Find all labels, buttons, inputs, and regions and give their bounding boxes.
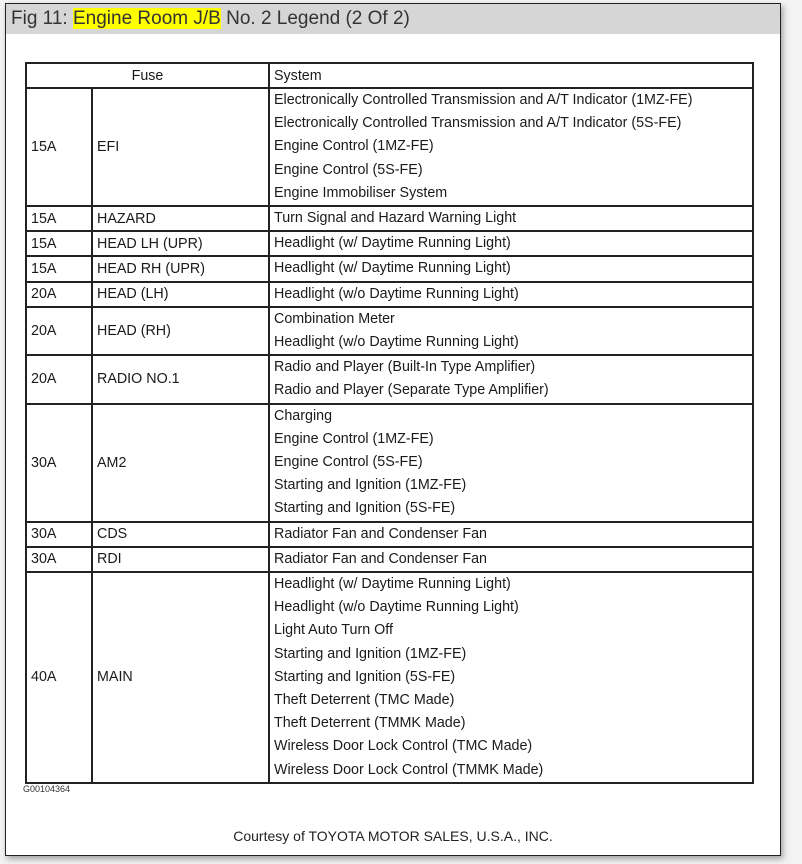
table-header-row: Fuse System — [25, 62, 754, 89]
system-item: Wireless Door Lock Control (TMC Made) — [274, 738, 533, 755]
courtesy-note: Courtesy of TOYOTA MOTOR SALES, U.S.A., … — [233, 828, 553, 844]
fuse-name: RADIO NO.1 — [91, 354, 270, 405]
fuse-amperage: 30A — [25, 402, 93, 523]
system-item: Radio and Player (Built-In Type Amplifie… — [274, 359, 536, 376]
fuse-amperage: 20A — [25, 305, 93, 357]
header-fuse: Fuse — [25, 62, 270, 89]
system-cell: Radiator Fan and Condenser Fan — [268, 545, 754, 574]
table-row: 15A HEAD LH (UPR) Headlight (w/ Daytime Ru… — [25, 230, 754, 258]
system-item: Starting and Ignition (1MZ-FE) — [274, 645, 467, 662]
fuse-name: HAZARD — [91, 205, 270, 233]
title-prefix: Fig 11: — [11, 8, 73, 29]
fuse-name: HEAD RH (UPR) — [91, 255, 270, 283]
system-cell: Combination Meter Headlight (w/o Daytime … — [268, 305, 754, 357]
fuse-amperage: 40A — [25, 571, 93, 784]
system-item: Electronically Controlled Transmission a… — [274, 92, 693, 108]
fuse-name: EFI — [91, 86, 270, 208]
fuse-amperage: 20A — [25, 354, 93, 405]
system-cell: Electronically Controlled Transmission a… — [268, 86, 754, 208]
system-item: Headlight (w/ Daytime Running Light) — [274, 576, 511, 593]
system-item: Radiator Fan and Condenser Fan — [274, 550, 487, 567]
fuse-amperage: 15A — [25, 86, 93, 208]
system-cell: Charging Engine Control (1MZ-FE) Engine Co… — [268, 402, 754, 523]
system-cell: Turn Signal and Hazard Warning Light — [268, 205, 754, 233]
figure-id: G00104364 — [23, 784, 71, 794]
system-item: Engine Control (1MZ-FE) — [274, 430, 434, 447]
fuse-name: MAIN — [91, 571, 270, 784]
header-system: System — [268, 62, 754, 89]
figure-title: Fig 11: Engine Room J/B No. 2 Legend (2 … — [6, 4, 780, 34]
system-item: Starting and Ignition (5S-FE) — [274, 500, 456, 517]
system-item: Electronically Controlled Transmission a… — [274, 115, 682, 132]
table-row: 15A HEAD RH (UPR) Headlight (w/ Daytime Ru… — [25, 255, 754, 283]
title-suffix: No. 2 Legend (2 Of 2) — [220, 8, 410, 29]
system-item: Engine Control (1MZ-FE) — [274, 138, 434, 155]
system-item: Wireless Door Lock Control (TMMK Made) — [274, 761, 544, 778]
system-cell: Radiator Fan and Condenser Fan — [268, 520, 754, 548]
system-item: Engine Control (5S-FE) — [274, 161, 423, 178]
system-cell: Headlight (w/ Daytime Running Light) Head… — [268, 571, 754, 784]
system-item: Engine Control (5S-FE) — [274, 454, 423, 471]
system-item: Combination Meter — [274, 310, 395, 327]
fuse-amperage: 15A — [25, 255, 93, 283]
figure-frame: Fig 11: Engine Room J/B No. 2 Legend (2 … — [5, 3, 781, 856]
table-row: 20A HEAD (RH) Combination Meter Headlight (… — [25, 305, 754, 357]
system-item: Headlight (w/ Daytime Running Light) — [274, 235, 511, 252]
fuse-amperage: 15A — [25, 230, 93, 258]
system-item: Radiator Fan and Condenser Fan — [274, 525, 487, 542]
fuse-amperage: 30A — [25, 545, 93, 574]
fuse-name: RDI — [91, 545, 270, 574]
fuse-amperage: 30A — [25, 520, 93, 548]
system-item: Charging — [274, 407, 333, 424]
fuse-name: HEAD LH (UPR) — [91, 230, 270, 258]
table-row: 20A HEAD (LH) Headlight (w/o Daytime Runni… — [25, 280, 754, 308]
system-item: Light Auto Turn Off — [274, 622, 393, 639]
fuse-legend-table: Fuse System 15A EFI Electronically Control… — [25, 62, 754, 784]
fuse-amperage: 20A — [25, 280, 93, 308]
table-row: 30A AM2 Charging Engine Control (1MZ-FE) Eng… — [25, 402, 754, 523]
table-row: 15A HAZARD Turn Signal and Hazard Warning … — [25, 205, 754, 233]
system-item: Headlight (w/ Daytime Running Light) — [274, 260, 511, 277]
fuse-name: AM2 — [91, 402, 270, 523]
table-row: 20A RADIO NO.1 Radio and Player (Built-In … — [25, 354, 754, 405]
table-row: 15A EFI Electronically Controlled Transmis… — [25, 86, 754, 208]
system-cell: Headlight (w/o Daytime Running Light) — [268, 280, 754, 308]
fuse-name: CDS — [91, 520, 270, 548]
system-item: Headlight (w/o Daytime Running Light) — [274, 285, 519, 302]
system-item: Engine Immobiliser System — [274, 184, 448, 201]
system-cell: Headlight (w/ Daytime Running Light) — [268, 255, 754, 283]
table-row: 30A RDI Radiator Fan and Condenser Fan — [25, 545, 754, 574]
title-highlight: Engine Room J/B — [72, 8, 221, 29]
fuse-name: HEAD (RH) — [91, 305, 270, 357]
table-row: 40A MAIN Headlight (w/ Daytime Running Lig… — [25, 571, 754, 784]
table-row: 30A CDS Radiator Fan and Condenser Fan — [25, 520, 754, 548]
fuse-name: HEAD (LH) — [91, 280, 270, 308]
system-item: Headlight (w/o Daytime Running Light) — [274, 599, 519, 616]
system-item: Radio and Player (Separate Type Amplifie… — [274, 382, 549, 399]
fuse-amperage: 15A — [25, 205, 93, 233]
system-item: Turn Signal and Hazard Warning Light — [274, 210, 517, 227]
system-cell: Headlight (w/ Daytime Running Light) — [268, 230, 754, 258]
system-item: Starting and Ignition (1MZ-FE) — [274, 477, 467, 494]
system-cell: Radio and Player (Built-In Type Amplifie… — [268, 354, 754, 405]
system-item: Theft Deterrent (TMMK Made) — [274, 715, 466, 732]
system-item: Headlight (w/o Daytime Running Light) — [274, 334, 519, 351]
system-item: Starting and Ignition (5S-FE) — [274, 668, 456, 685]
system-item: Theft Deterrent (TMC Made) — [274, 692, 455, 709]
